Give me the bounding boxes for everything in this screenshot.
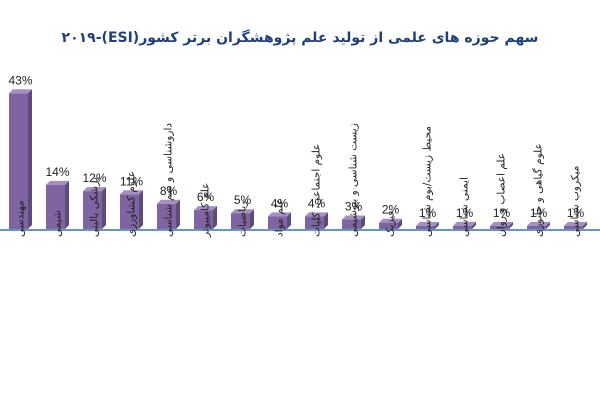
category-label: علم اعصاب و روان — [496, 153, 508, 237]
value-label: 43% — [8, 73, 32, 87]
bar — [305, 212, 328, 229]
value-label: 4% — [308, 196, 326, 210]
bar — [194, 206, 217, 229]
category-label: علم مواد — [274, 198, 286, 237]
category-label: میکروب شناسی — [570, 166, 582, 237]
category-label: شیمی — [52, 210, 64, 237]
bar — [527, 221, 550, 229]
bar — [46, 180, 69, 229]
value-label: 4% — [271, 196, 289, 210]
category-label: زیست شناسی و بیوشیمی — [348, 123, 360, 237]
category-label: ریاضیات — [237, 201, 249, 237]
bar — [490, 221, 513, 229]
category-label: فیزیک — [385, 211, 397, 237]
category-label: داروشناسی و سم شناسی — [163, 123, 175, 237]
category-label: علوم گیاهی و جانوری — [532, 143, 545, 237]
category-label: ایمنی شناسی — [459, 177, 471, 237]
value-label: 1% — [456, 206, 474, 220]
value-label: 1% — [567, 206, 585, 220]
category-label: محیط زیست/بوم شناسی — [422, 126, 434, 237]
bar — [453, 221, 476, 229]
value-label: 12% — [82, 171, 106, 185]
bar — [157, 199, 180, 229]
value-label: 2% — [382, 203, 400, 217]
bar — [342, 215, 365, 229]
value-label: 11% — [120, 174, 143, 188]
category-label: علوم کشاورزی — [126, 171, 138, 237]
bar — [268, 212, 291, 229]
bar — [9, 89, 32, 229]
category-label: پزشکی بالینی — [89, 177, 101, 237]
bar — [231, 209, 254, 229]
value-label: 1% — [530, 206, 548, 220]
category-label: مهندسی — [15, 200, 27, 237]
value-label: 14% — [45, 165, 69, 179]
value-label: 6% — [197, 190, 215, 204]
value-label: 5% — [234, 193, 252, 207]
chart-title: سهم حوزه های علمی از تولید علم پژوهشگران… — [61, 30, 539, 46]
value-label: 3% — [345, 200, 363, 214]
bar — [416, 221, 439, 229]
value-label: 1% — [419, 206, 437, 220]
bar — [120, 190, 143, 229]
bar — [564, 221, 587, 229]
bar — [379, 218, 402, 229]
bar — [83, 187, 106, 229]
value-label: 1% — [493, 206, 511, 220]
category-label: علوم اجتماعی، کلیات — [311, 144, 323, 237]
value-label: 8% — [160, 184, 178, 198]
category-label: علم کامپیوتر — [200, 183, 212, 238]
